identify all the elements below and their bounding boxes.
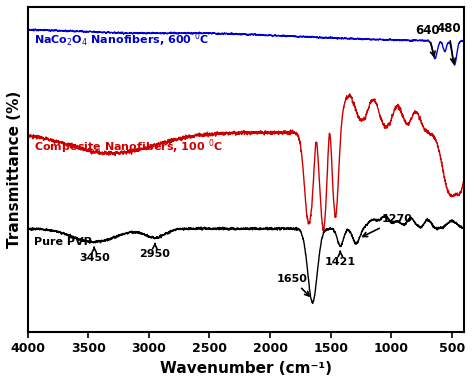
Text: 1270: 1270 (363, 214, 413, 237)
Text: 2950: 2950 (139, 244, 170, 259)
Text: 1650: 1650 (276, 273, 309, 296)
Text: Pure PVP: Pure PVP (34, 237, 91, 247)
Text: 1421: 1421 (325, 252, 356, 267)
X-axis label: Wavenumber (cm⁻¹): Wavenumber (cm⁻¹) (160, 361, 332, 376)
Text: Composite Nanofibers, 100 $^0$C: Composite Nanofibers, 100 $^0$C (34, 137, 222, 155)
Y-axis label: Transmittance (%): Transmittance (%) (7, 91, 22, 248)
Text: 3450: 3450 (79, 247, 109, 263)
Text: 480: 480 (436, 22, 461, 63)
Text: NaCo$_2$O$_4$ Nanofibers, 600 $^0$C: NaCo$_2$O$_4$ Nanofibers, 600 $^0$C (34, 30, 209, 49)
Text: 640: 640 (415, 24, 440, 56)
